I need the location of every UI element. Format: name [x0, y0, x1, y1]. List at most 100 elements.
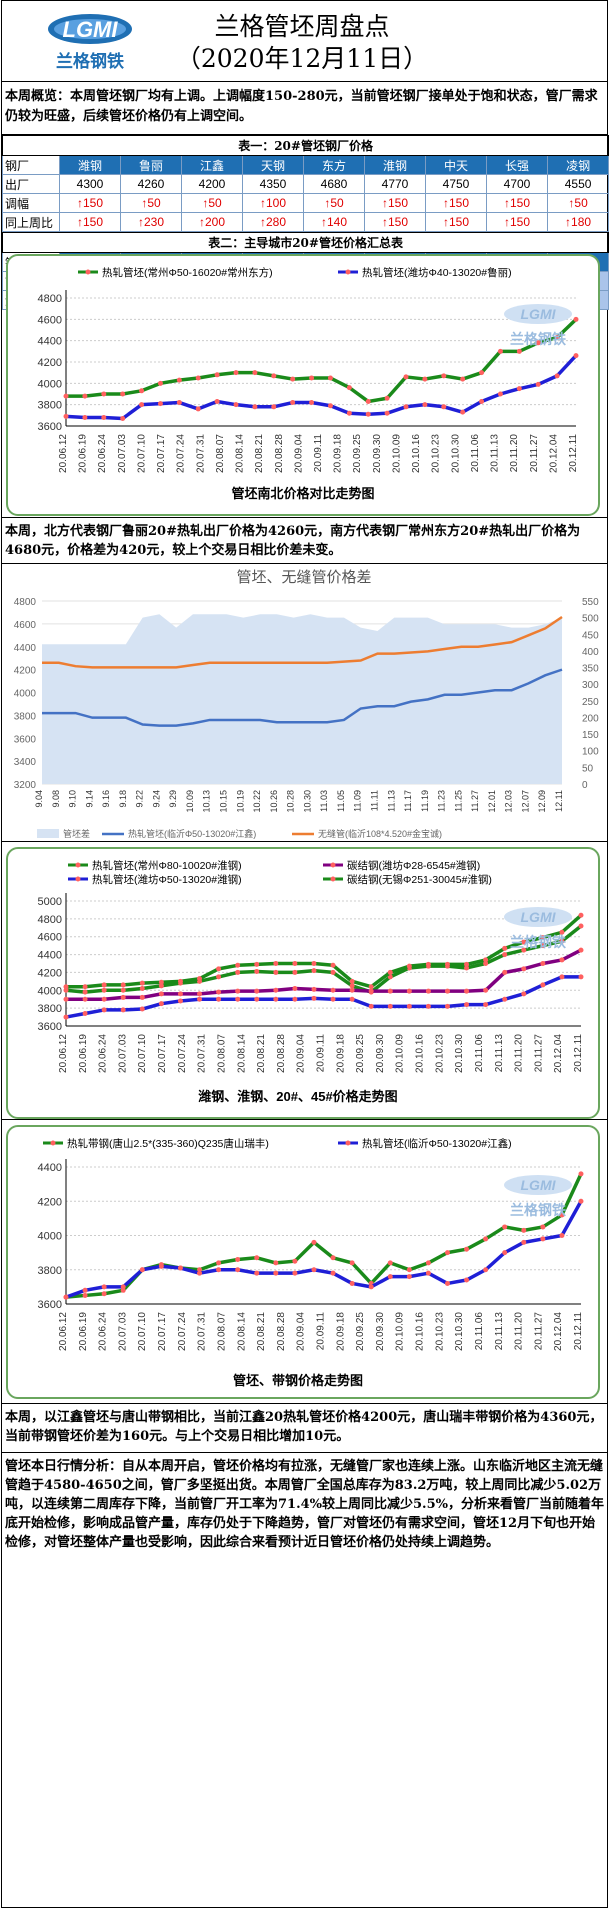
data-point — [464, 1246, 470, 1252]
x-tick-label: 20.10.16 — [415, 1034, 426, 1073]
watermark-logo — [504, 907, 572, 927]
y-tick-label: 4400 — [38, 950, 62, 962]
data-point — [82, 996, 88, 1002]
data-point — [120, 1284, 126, 1290]
x-tick-label: 12.11 — [554, 790, 564, 812]
x-tick-label: 20.11.13 — [494, 1034, 505, 1073]
x-tick-label: 20.07.03 — [117, 434, 128, 473]
y-tick-label: 4600 — [38, 932, 62, 944]
data-point — [387, 1260, 393, 1266]
x-tick-label: 20.11.06 — [474, 1312, 485, 1351]
data-point — [252, 370, 258, 376]
para1: 本周，北方代表钢厂鲁丽20#热轧出厂价格为4260元，南方代表钢厂常州东方20#… — [5, 524, 581, 558]
y-tick-label: 4400 — [14, 643, 37, 654]
data-point — [195, 375, 201, 381]
data-point — [197, 1267, 203, 1273]
table-cell: ↑150 — [364, 212, 426, 232]
x-tick-label: 10.19 — [235, 790, 245, 813]
data-point — [444, 1003, 450, 1009]
table1: 表一：20#管坯钢厂价格 钢厂 潍钢 鲁丽 江鑫 天钢 东方 淮钢 中天 长强 凌钢 出厂 4300… — [1, 135, 610, 232]
table-cell: ↑140 — [303, 212, 365, 232]
data-point — [497, 348, 503, 354]
data-point — [216, 989, 222, 995]
y-tick-label: 3800 — [14, 711, 37, 722]
x-tick-label: 20.07.03 — [117, 1034, 128, 1073]
x-tick-label: 20.08.14 — [236, 1034, 247, 1073]
legend-label: 热轧管坯(临沂Φ50-13020#江鑫) — [128, 828, 256, 839]
y-tick-label: 3600 — [14, 734, 37, 745]
table-header-cell: 潍钢 — [59, 155, 121, 175]
legend-label: 热轧带钢(唐山2.5*(335-360)Q235唐山瑞丰) — [67, 1137, 269, 1150]
data-point — [403, 374, 409, 380]
legend-label: 热轧管坯(临沂Φ50-13020#江鑫) — [362, 1137, 512, 1150]
watermark-logo-text: LGMI — [521, 1177, 557, 1193]
logo-subtext: 兰格钢铁 — [56, 51, 124, 71]
data-point — [559, 1233, 565, 1238]
data-point — [254, 1255, 260, 1261]
data-point — [197, 991, 203, 997]
table-cell: ↑50 — [303, 193, 365, 213]
watermark-logo-subtext: 兰格钢铁 — [510, 1202, 566, 1218]
data-point — [273, 987, 279, 993]
x-tick-label: 20.06.24 — [98, 1034, 109, 1073]
data-point — [273, 961, 279, 966]
table-cell: ↑50 — [120, 193, 182, 213]
x-tick-label: 12.03 — [504, 790, 514, 813]
x-tick-label: 20.11.20 — [514, 1312, 525, 1351]
report-title-date: （2020年12月11日） — [175, 44, 429, 73]
watermark-logo — [504, 304, 572, 324]
x-tick-label: 9.04 — [34, 790, 44, 808]
x-tick-label: 20.08.21 — [256, 1312, 267, 1351]
legend-label: 无缝管(临沂108*4.520#金宝诚) — [318, 828, 442, 839]
data-point — [330, 1270, 336, 1276]
x-tick-label: 20.11.20 — [514, 1034, 525, 1073]
data-point — [82, 1292, 88, 1298]
x-tick-label: 9.18 — [118, 790, 128, 808]
data-point — [483, 1267, 489, 1273]
x-tick-label: 20.11.13 — [490, 434, 501, 473]
series-line — [66, 318, 578, 404]
x-tick-label: 20.07.17 — [156, 434, 167, 473]
data-point — [139, 1267, 145, 1273]
data-point — [540, 1224, 546, 1230]
data-point — [422, 376, 428, 382]
data-point — [516, 386, 522, 392]
y2-tick-label: 0 — [582, 780, 588, 791]
x-tick-label: 10.09 — [185, 790, 195, 813]
data-point — [195, 406, 201, 412]
data-point — [82, 989, 88, 995]
x-tick-label: 20.08.28 — [276, 1034, 287, 1073]
data-point — [330, 969, 336, 975]
chart2-box: 管坯、无缝管价格差 3200 3400 3600 3800 4000 4200 4400 460… — [2, 564, 607, 840]
legend-marker — [345, 269, 351, 275]
chart-title: 潍钢、淮钢、20#、45#价格走势图 — [198, 1089, 397, 1104]
data-point — [535, 381, 541, 387]
data-point — [502, 945, 508, 951]
data-point — [559, 929, 565, 935]
data-point — [290, 400, 296, 406]
x-tick-label: 20.08.07 — [215, 434, 226, 473]
data-point — [273, 996, 279, 1002]
data-point — [216, 1267, 222, 1273]
data-point — [349, 1280, 355, 1286]
data-point — [233, 370, 239, 376]
data-point — [177, 1265, 183, 1271]
data-point — [254, 969, 260, 975]
table-cell: ↑100 — [242, 193, 304, 213]
chart1: 3600 3800 4000 4200 4400 4600 4800 20.06.12 20.0… — [38, 266, 579, 501]
table-cell: ↑150 — [59, 193, 121, 213]
x-tick-label: 20.09.25 — [355, 1034, 366, 1073]
y2-tick-label: 200 — [582, 713, 599, 724]
x-tick-label: 20.10.23 — [431, 434, 442, 473]
x-tick-label: 20.11.06 — [470, 434, 481, 473]
data-point — [233, 402, 239, 408]
report-title-main: 兰格管坯周盘点 — [214, 12, 390, 41]
data-point — [346, 385, 352, 391]
data-point — [235, 1256, 241, 1262]
data-point — [63, 1294, 69, 1300]
y-tick-label: 3600 — [38, 421, 62, 433]
data-point — [349, 1260, 355, 1266]
data-point — [273, 1260, 279, 1266]
x-tick-label: 20.08.14 — [236, 1312, 247, 1351]
data-point — [271, 404, 277, 410]
